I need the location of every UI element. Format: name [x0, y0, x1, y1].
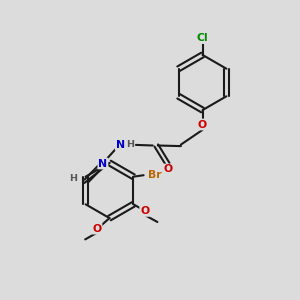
Text: Br: Br: [148, 170, 161, 180]
Text: Cl: Cl: [197, 33, 208, 43]
Text: O: O: [140, 206, 149, 216]
Text: N: N: [98, 158, 107, 169]
Text: H: H: [126, 140, 134, 149]
Text: O: O: [92, 224, 101, 234]
Text: H: H: [69, 174, 77, 183]
Text: O: O: [198, 119, 207, 130]
Text: O: O: [164, 164, 173, 175]
Text: N: N: [116, 140, 125, 150]
